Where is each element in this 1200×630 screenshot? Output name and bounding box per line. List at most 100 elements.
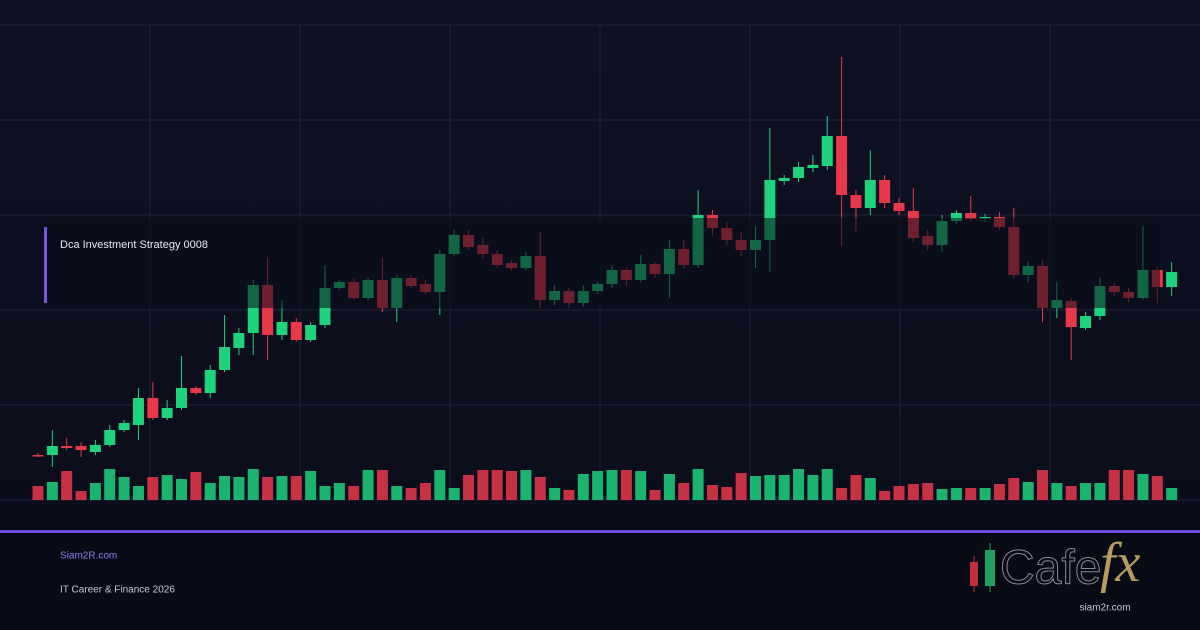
volume-bar <box>577 474 589 500</box>
volume-bar <box>907 484 919 500</box>
volume-bar <box>1080 483 1092 500</box>
candle-body <box>836 136 848 195</box>
candle-body <box>161 408 173 418</box>
volume-bar <box>635 471 647 500</box>
candle-body <box>778 178 790 181</box>
volume-bar <box>893 486 905 500</box>
volume-bar <box>506 471 518 500</box>
candle-body <box>979 217 991 219</box>
footer-background <box>0 532 1200 630</box>
candle-body <box>176 388 187 408</box>
volume-bar <box>520 470 532 500</box>
volume-bar <box>46 482 58 500</box>
volume-bar <box>348 486 360 500</box>
volume-bar <box>979 488 991 500</box>
volume-bar <box>778 475 790 500</box>
volume-bar <box>247 469 259 500</box>
volume-bar <box>606 470 618 500</box>
volume-bar <box>936 489 948 500</box>
volume-bar <box>663 474 675 500</box>
candle-body <box>1065 301 1077 327</box>
candle-body <box>118 423 130 430</box>
banner-accent <box>44 227 47 303</box>
volume-bar <box>922 483 934 500</box>
volume-bar <box>821 469 833 500</box>
candle-body <box>764 180 776 240</box>
candle-body <box>864 180 876 208</box>
candle-body <box>75 446 87 450</box>
volume-bar <box>391 486 403 500</box>
volume-bar <box>118 477 130 500</box>
volume-bar <box>219 476 231 500</box>
volume-bar <box>1094 483 1106 500</box>
volume-bar <box>362 470 374 500</box>
volume-bar <box>376 470 388 500</box>
logo-word: Cafe <box>1000 542 1101 595</box>
volume-bar <box>132 486 144 500</box>
volume-bar <box>563 490 575 500</box>
volume-bar <box>161 475 173 500</box>
volume-bar <box>592 471 604 500</box>
volume-bar <box>405 488 417 500</box>
volume-bar <box>1151 476 1163 500</box>
volume-bar <box>190 472 202 500</box>
candle-body <box>247 285 259 333</box>
volume-bar <box>89 483 101 500</box>
candle-body <box>46 446 58 455</box>
volume-bar <box>807 475 819 500</box>
candle-body <box>807 165 819 168</box>
volume-bar <box>262 477 274 500</box>
banner-overlay <box>40 218 1160 308</box>
volume-bar <box>750 476 761 500</box>
candle-body <box>32 455 44 457</box>
volume-bar <box>290 476 302 500</box>
logo-url: siam2r.com <box>1079 603 1130 614</box>
divider <box>0 530 1200 533</box>
candle-body <box>132 398 144 425</box>
candle-body <box>104 430 116 445</box>
volume-bar <box>1123 470 1135 500</box>
candle-body <box>89 445 101 452</box>
volume-bar <box>706 485 718 500</box>
volume-bar <box>61 471 73 500</box>
volume-bar <box>147 477 159 500</box>
candle-body <box>204 370 216 393</box>
candle-body <box>893 203 905 211</box>
candle-body <box>305 325 317 340</box>
volume-bar <box>1022 482 1034 500</box>
volume-bar <box>233 477 245 500</box>
volume-bar <box>793 469 805 500</box>
volume-bar <box>305 471 317 500</box>
candle-body <box>147 398 159 418</box>
volume-bar <box>965 488 977 500</box>
volume-bar <box>649 490 661 500</box>
volume-bar <box>419 483 431 500</box>
banner-title: Dca Investment Strategy 0008 <box>60 239 208 251</box>
volume-bar <box>434 470 446 500</box>
volume-bar <box>692 469 704 500</box>
volume-bar <box>104 469 116 500</box>
volume-bar <box>1065 486 1077 500</box>
volume-bar <box>678 483 690 500</box>
footer-site: Siam2R.com <box>60 551 117 562</box>
volume-bar <box>950 488 962 500</box>
volume-bar <box>620 470 632 500</box>
candle-body <box>1166 272 1178 287</box>
volume-bar <box>534 477 546 500</box>
volume-bar <box>864 478 876 500</box>
candle-body <box>793 167 805 178</box>
volume-bar <box>721 487 733 500</box>
candle-body <box>850 195 862 208</box>
candle-body <box>290 322 302 340</box>
volume-bar <box>176 479 187 500</box>
volume-bar <box>1108 470 1120 500</box>
candle-body <box>219 347 231 370</box>
volume-bar <box>764 475 776 500</box>
volume-bar <box>1166 488 1178 500</box>
volume-bar <box>549 488 561 500</box>
volume-bar <box>204 483 216 500</box>
volume-bar <box>993 484 1005 500</box>
volume-bar <box>75 491 87 500</box>
volume-bar <box>879 491 891 500</box>
